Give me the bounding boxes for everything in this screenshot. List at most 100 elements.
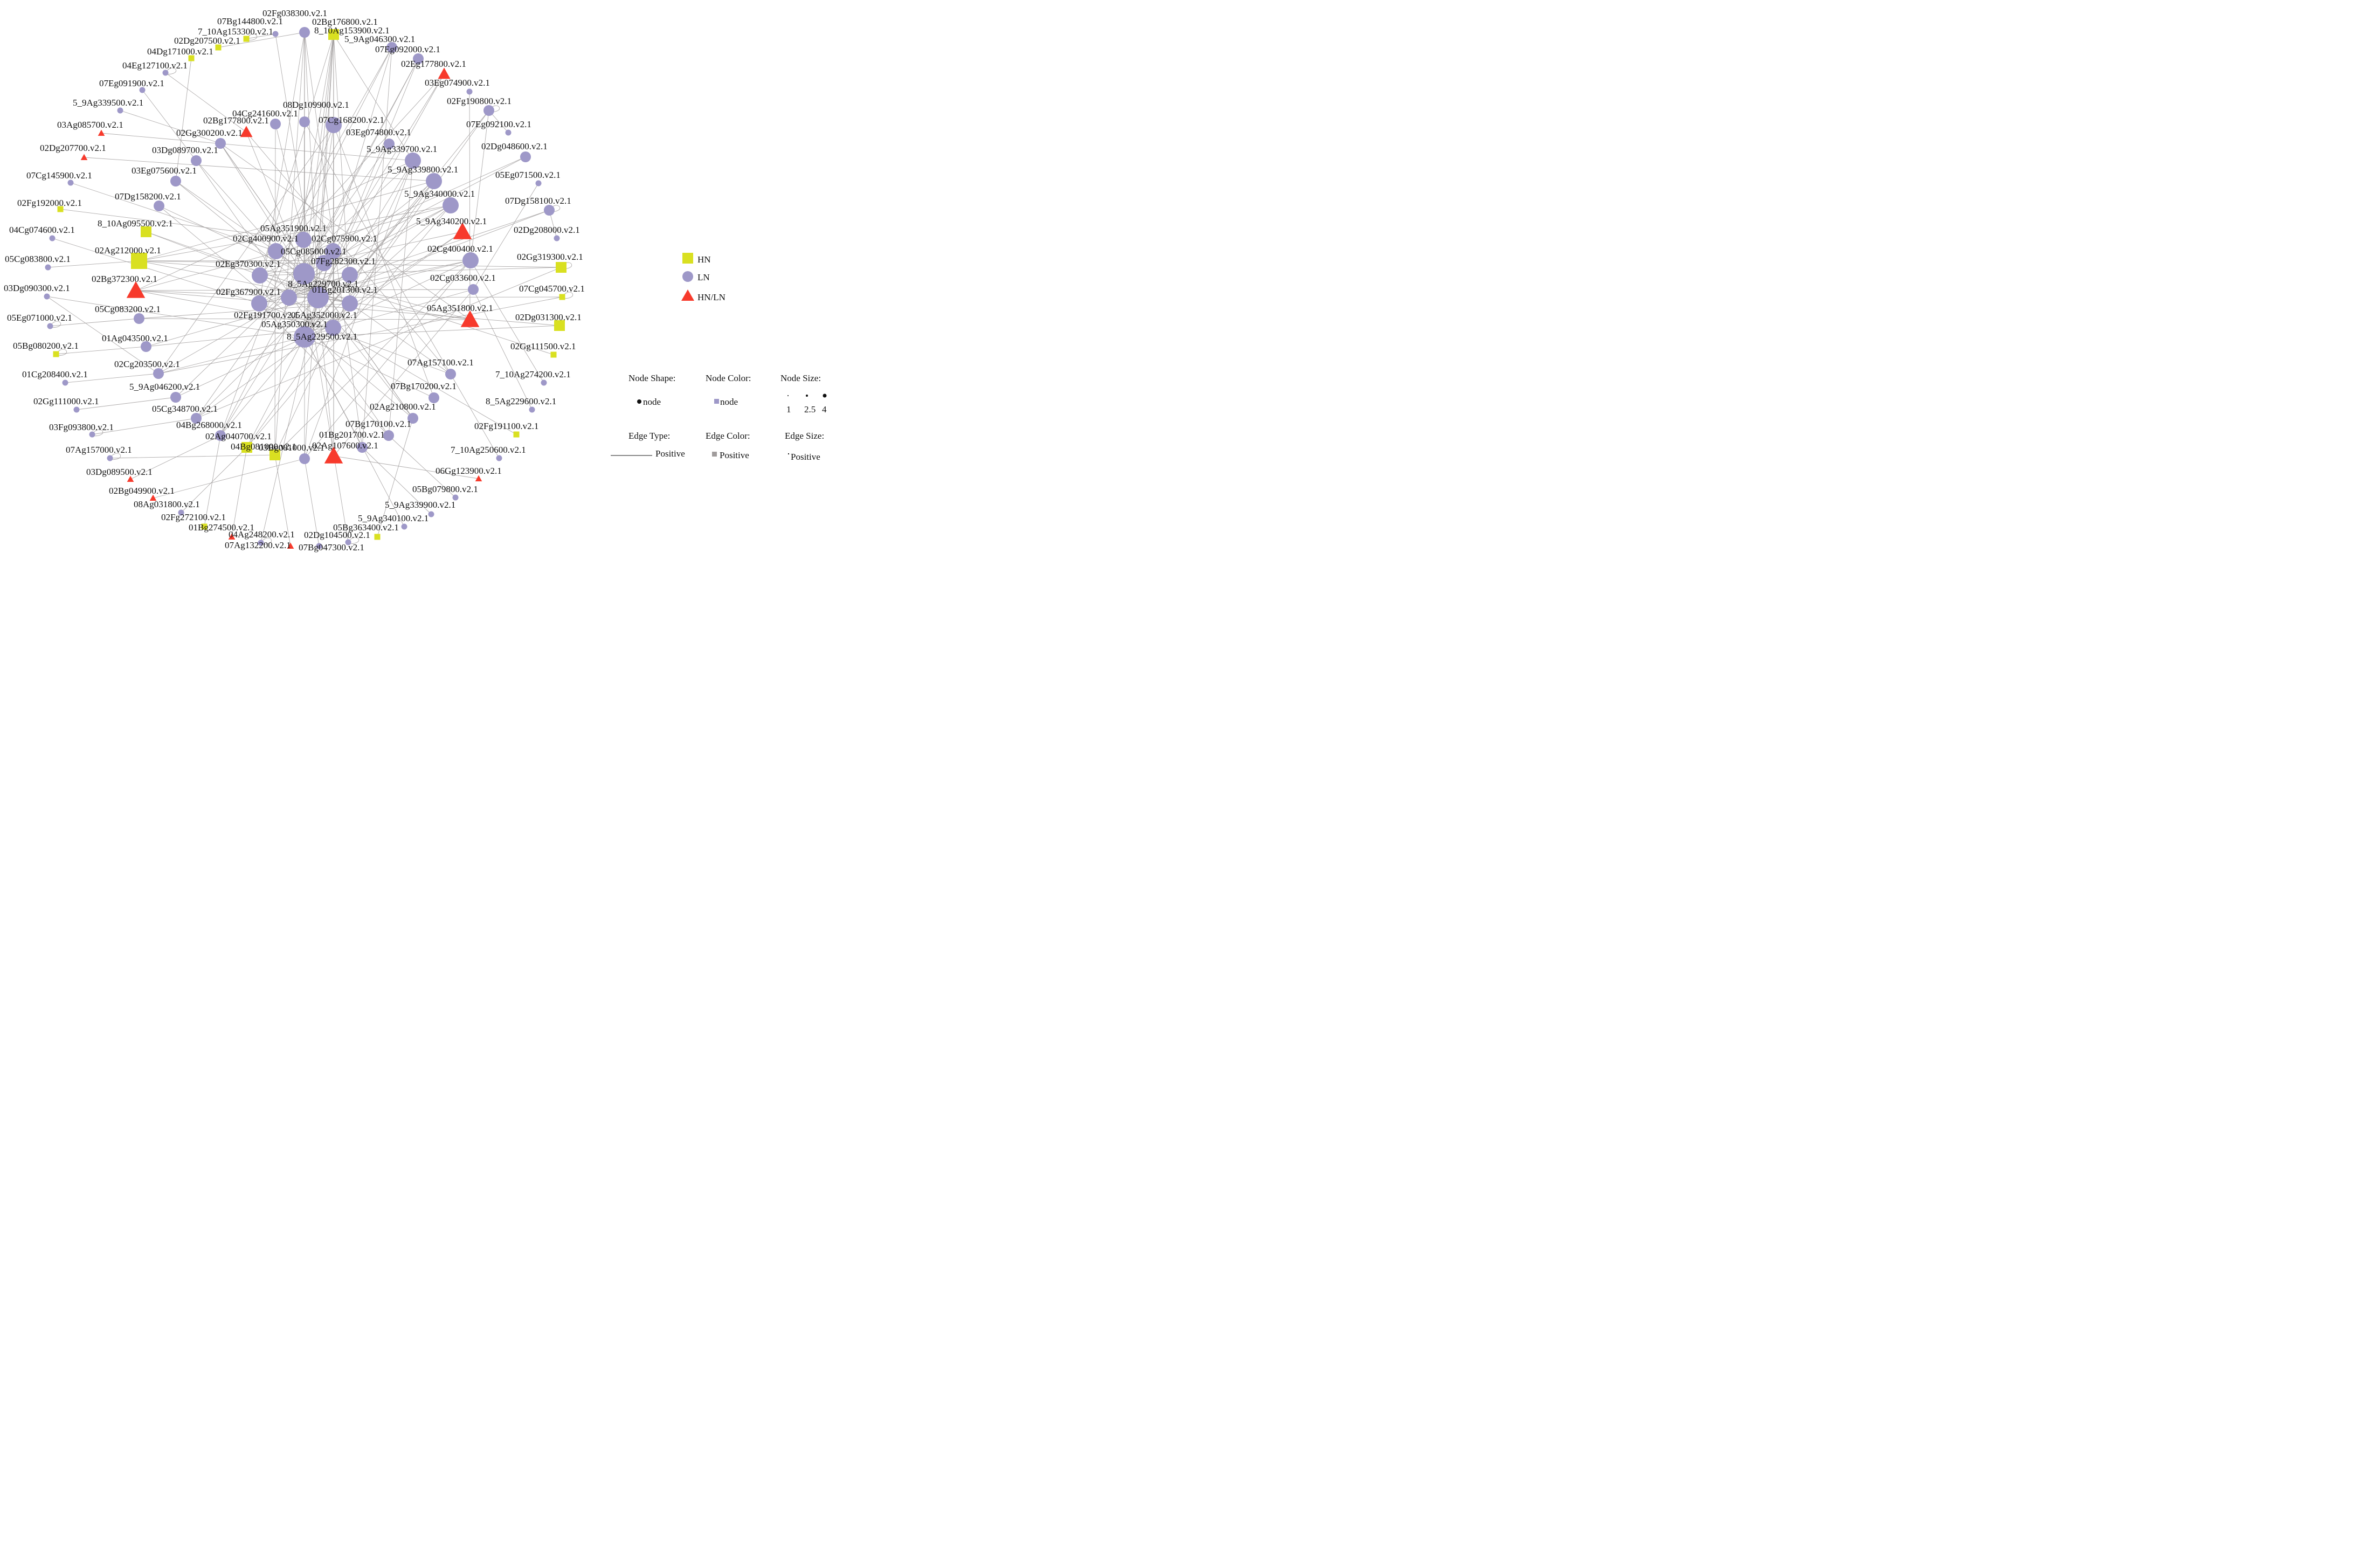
node-03fg093800: [89, 431, 95, 438]
node-color-sample-icon: [714, 399, 719, 404]
edge-type-item: Positive: [655, 448, 685, 459]
node-label-8-10ag095500: 8_10Ag095500.v2.1: [98, 218, 173, 229]
node-label-02fg191100: 02Fg191100.v2.1: [474, 421, 538, 431]
edge-07bg170100-02fg367900: [259, 303, 389, 436]
node-label-02cg203500: 02Cg203500.v2.1: [114, 359, 180, 369]
node-07eg091900: [139, 87, 146, 93]
node-07bg170200: [429, 392, 439, 403]
node-05bg079800: [452, 494, 459, 501]
node-02fg191100: [513, 431, 520, 438]
node-05cg083200: [134, 313, 144, 324]
node-8-10ag153900: [328, 29, 339, 40]
edge-8-5ag229600-02cg033600: [473, 289, 533, 410]
edge-03ag085700-5-9ag339700: [101, 133, 413, 161]
node-label-5-9ag340200: 5_9Ag340200.v2.1: [416, 216, 487, 226]
node-02dg208000: [554, 235, 560, 241]
node-size-value-1: 1: [786, 404, 791, 415]
node-05eg071500: [535, 180, 542, 186]
edge-02dg207500-02fg038300: [218, 32, 305, 48]
node-label-04bg081000: 04Bg081000.v2.1: [231, 441, 296, 452]
edge-5-9ag340200-02eg370300: [259, 231, 463, 276]
legend-swatch-hn: [682, 253, 693, 264]
node-label-06gg123900: 06Gg123900.v2.1: [436, 466, 502, 476]
edge-02gg111000-5-9ag046200: [76, 397, 176, 410]
node-label-5-9ag339900: 5_9Ag339900.v2.1: [385, 500, 455, 510]
node-04bg081000: [241, 442, 252, 453]
node-02fg272100: [201, 523, 208, 530]
edge-5-9ag339800-04bg081000: [246, 181, 434, 448]
edge-size-sample-icon: [788, 453, 789, 454]
node-02cg400400: [462, 252, 479, 268]
edge-5-9ag339800-02ag212000: [139, 181, 434, 261]
node-07fg282300: [342, 267, 358, 283]
edge-02fg272100-04bg268000: [204, 435, 221, 527]
node-label-07bg170100: 07Bg170100.v2.1: [346, 419, 411, 429]
edge-01cg208400-02cg203500: [65, 373, 159, 383]
edge-02ag212000-02cg400400: [139, 260, 471, 261]
edge-01bg274500-04bg081000: [231, 447, 247, 537]
node-label-08ag031800: 08Ag031800.v2.1: [134, 499, 200, 509]
node-label-5-9ag046200: 5_9Ag046200.v2.1: [129, 382, 200, 392]
edge-02fg190800-02cg400400: [470, 110, 489, 261]
edge-03eg074900-05ag351800: [469, 91, 471, 320]
node-label-05eg071000: 05Eg071000.v2.1: [7, 313, 72, 323]
node-5-9ag339500: [117, 107, 123, 114]
node-label-05bg363400: 05Bg363400.v2.1: [333, 522, 399, 533]
node-label-5-9ag046300: 5_9Ag046300.v2.1: [344, 34, 415, 44]
edge-5-9ag046200-02cg400400: [175, 260, 471, 398]
node-06gg123900: [475, 475, 482, 482]
node-label-05cg083200: 05Cg083200.v2.1: [95, 304, 161, 314]
edge-5-9ag046300-02cg400900: [275, 47, 392, 252]
node-label-02bg177800: 02Bg177800.v2.1: [203, 115, 269, 126]
edge-02ag210800-05ag352000: [317, 297, 413, 419]
edge-8-10ag153900-02eg370300: [259, 34, 334, 276]
edge-05bg080200-01ag043500: [56, 346, 147, 355]
edge-05cg083200-05ag351800: [139, 318, 471, 320]
edge-07dg158100-05ag352000: [317, 210, 550, 298]
self-loop-03fg093800: [92, 429, 103, 437]
edge-02fg191100-8-5ag229500: [333, 327, 517, 435]
node-label-03fg093800: 03Fg093800.v2.1: [49, 422, 114, 432]
node-label-02gg111500: 02Gg111500.v2.1: [510, 341, 576, 351]
node-07bg144800: [272, 31, 279, 37]
node-03dg089700: [191, 155, 202, 166]
node-label-02bg049900: 02Bg049900.v2.1: [109, 486, 175, 496]
node-02dg207700: [80, 154, 88, 161]
node-5-9ag339900: [428, 511, 434, 517]
node-label-02cg033600: 02Cg033600.v2.1: [430, 273, 496, 283]
node-label-03dg090300: 03Dg090300.v2.1: [4, 283, 70, 293]
edge-5-9ag340100-05ag350300: [304, 336, 405, 527]
node-label-02dg208000: 02Dg208000.v2.1: [514, 225, 580, 235]
node-label-08dg109900: 08Dg109900.v2.1: [283, 100, 349, 110]
node-7-10ag153300: [243, 36, 250, 42]
node-02eg177800: [438, 67, 451, 79]
node-02fg191700: [281, 289, 297, 306]
node-label-03eg075600: 03Eg075600.v2.1: [132, 165, 197, 176]
node-01bg201700: [357, 442, 368, 453]
node-label-02fg038300: 02Fg038300.v2.1: [262, 8, 327, 18]
edge-01ag043500-05ag352000: [146, 297, 319, 347]
node-07bg047300: [316, 543, 322, 549]
edge-5-9ag340000-02bg372300: [135, 205, 451, 291]
edge-8-5ag229500-02eg370300: [259, 275, 334, 328]
node-shape-item: node: [643, 397, 661, 407]
edge-05bg079800-07bg170100: [388, 435, 456, 498]
edge-04cg074600-02fg367900: [52, 238, 260, 304]
edge-03dg090300-05ag350300: [46, 296, 305, 337]
node-01bg201300: [342, 295, 358, 312]
node-label-01bg201300: 01Bg201300.v2.1: [312, 285, 378, 295]
edge-07dg158200-02ag210800: [158, 205, 413, 419]
node-label-04dg171000: 04Dg171000.v2.1: [147, 46, 213, 57]
node-07ag132200: [287, 542, 294, 549]
node-8-5ag229500: [325, 320, 341, 336]
edge-04bg268000-5-9ag339800: [220, 181, 434, 436]
node-label-03dg089500: 03Dg089500.v2.1: [86, 467, 153, 477]
edge-07ag157100-08dg109900: [304, 121, 451, 375]
node-02cg033600: [468, 284, 479, 295]
node-7-10ag250600: [496, 455, 502, 461]
edge-type-title: Edge Type:: [628, 431, 670, 441]
edges-layer: [46, 32, 563, 547]
node-02dg031300: [554, 320, 565, 331]
edge-02bg177800-07ag157100: [246, 132, 451, 375]
edge-size-title: Edge Size:: [785, 431, 824, 441]
